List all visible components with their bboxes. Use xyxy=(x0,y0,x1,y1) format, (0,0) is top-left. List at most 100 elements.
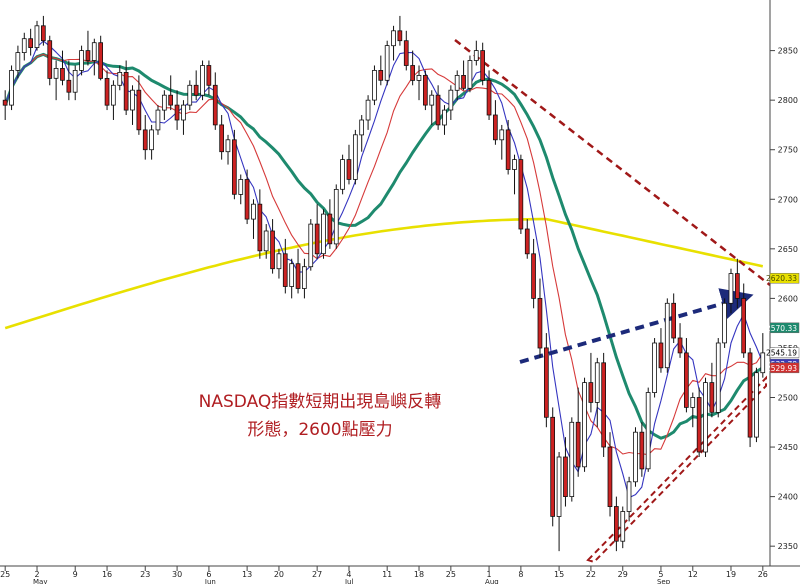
y-tick-label: 2850 xyxy=(778,47,798,56)
y-axis-ticks: 2350240024502500255026002650270027502800… xyxy=(770,47,798,551)
x-tick-label: 25 xyxy=(0,570,10,579)
candle-body xyxy=(352,134,358,180)
candle-body xyxy=(626,481,632,512)
candle-body xyxy=(136,89,142,131)
candle-body xyxy=(467,60,473,89)
candle-body xyxy=(620,511,626,542)
candles xyxy=(2,15,766,552)
price-badge-label: 2529.93 xyxy=(766,364,797,373)
candle-body xyxy=(448,89,454,111)
candle-body xyxy=(741,297,747,354)
candle-body xyxy=(231,139,237,195)
x-tick-label: 20 xyxy=(274,570,284,579)
candle-body xyxy=(403,40,409,66)
candle-body xyxy=(537,297,543,349)
candle-body xyxy=(187,84,193,106)
y-tick-label: 2500 xyxy=(778,394,798,403)
candle-body xyxy=(677,337,683,354)
candle-body xyxy=(60,68,65,81)
candle-body xyxy=(671,302,677,339)
x-month-label: Jul xyxy=(344,578,354,584)
candle-body xyxy=(149,129,154,151)
candle-body xyxy=(181,104,186,121)
y-tick-label: 2800 xyxy=(778,96,798,105)
candle-body xyxy=(410,65,416,81)
ascending-trend-arrow xyxy=(519,288,754,364)
candle-body xyxy=(544,347,549,418)
candle-body xyxy=(588,382,594,403)
candle-body xyxy=(301,266,307,289)
x-tick-label: 15 xyxy=(554,570,564,579)
candle-body xyxy=(696,397,702,453)
candle-body xyxy=(601,362,607,448)
ma-200-line xyxy=(4,217,764,330)
x-tick-label: 13 xyxy=(242,570,252,579)
price-badge xyxy=(769,272,800,284)
candle-body xyxy=(276,253,282,270)
candle-body xyxy=(219,124,224,153)
x-tick-label: 2 xyxy=(34,570,39,579)
candle-body xyxy=(728,273,734,304)
x-tick-label: 27 xyxy=(312,570,322,579)
candle-body xyxy=(225,139,231,153)
candle-body xyxy=(575,421,581,468)
candle-body xyxy=(66,79,72,93)
rising-support-channel xyxy=(586,375,767,564)
x-month-label: Jun xyxy=(204,578,216,584)
x-tick-label: 12 xyxy=(688,570,698,579)
candle-body xyxy=(200,65,205,96)
x-tick-label: 6 xyxy=(206,570,211,579)
candle-body xyxy=(378,70,384,81)
candle-body xyxy=(365,99,371,121)
candle-body xyxy=(569,421,575,497)
candle-body xyxy=(104,78,110,106)
candle-body xyxy=(244,179,250,220)
candle-body xyxy=(174,104,180,121)
price-badge xyxy=(769,322,800,334)
candle-body xyxy=(422,75,428,106)
candle-body xyxy=(193,84,199,96)
candle-body xyxy=(480,50,486,81)
candle-body xyxy=(639,431,645,470)
candle-body xyxy=(397,30,403,42)
candle-body xyxy=(435,94,441,126)
candle-body xyxy=(327,213,333,245)
candle-body xyxy=(314,223,320,255)
chart-annotation: NASDAQ指數短期出現島嶼反轉 形態，2600點壓力 xyxy=(150,388,490,444)
candle-body xyxy=(168,94,173,106)
candle-body xyxy=(91,42,97,61)
candle-body xyxy=(321,213,326,255)
candle-body xyxy=(416,75,422,81)
annotation-line-2: 形態，2600點壓力 xyxy=(247,420,393,440)
ma-50-line xyxy=(3,52,764,440)
candle-body xyxy=(550,416,556,517)
candle-body xyxy=(735,273,740,299)
trend-lines xyxy=(454,39,771,564)
candle-body xyxy=(524,228,530,255)
y-tick-label: 2350 xyxy=(778,542,798,551)
candle-body xyxy=(111,84,116,106)
candle-body xyxy=(384,45,390,81)
candle-body xyxy=(461,75,466,89)
candle-body xyxy=(79,50,84,71)
y-tick-label: 2450 xyxy=(778,443,798,452)
candle-body xyxy=(614,506,619,542)
candle-body xyxy=(72,70,78,93)
candle-body xyxy=(505,129,511,170)
candle-body xyxy=(359,119,365,136)
price-badge xyxy=(769,347,800,358)
x-tick-label: 29 xyxy=(618,570,628,579)
descending-resistance-line xyxy=(454,39,771,286)
candle-body xyxy=(607,446,613,508)
x-tick-label: 9 xyxy=(73,570,78,579)
candle-body xyxy=(391,30,396,47)
x-tick-label: 18 xyxy=(414,570,424,579)
candle-body xyxy=(499,129,505,141)
candle-body xyxy=(41,25,46,42)
candle-body xyxy=(257,203,263,252)
candle-body xyxy=(747,352,753,438)
candle-body xyxy=(206,65,212,86)
x-tick-label: 30 xyxy=(172,570,182,579)
candle-body xyxy=(238,179,244,195)
